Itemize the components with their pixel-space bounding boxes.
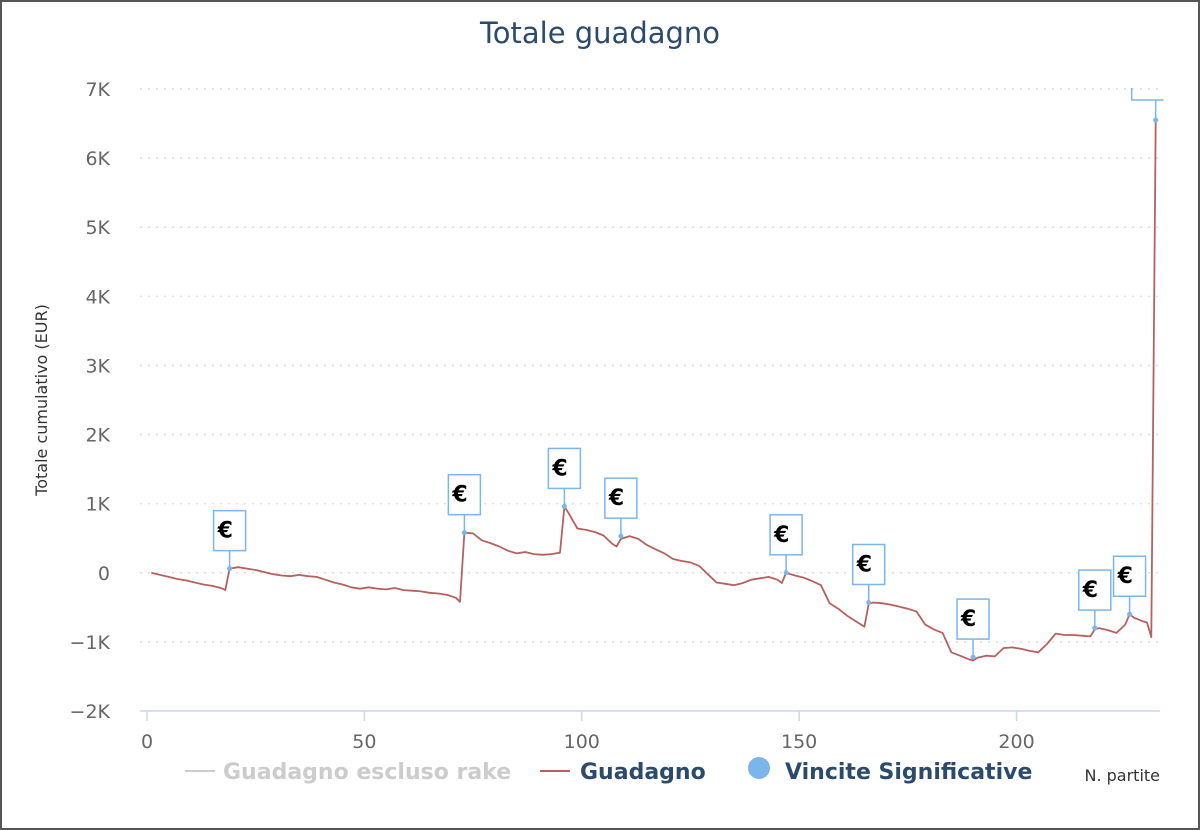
significant-win-flag[interactable]	[1130, 88, 1164, 123]
flag-box	[769, 514, 803, 556]
y-tick-label: −2K	[70, 701, 111, 723]
legend-rake-label: Guadagno escluso rake	[223, 760, 511, 785]
flag-box	[1112, 555, 1147, 597]
x-axis-ticks: 0 50 100 150 200	[141, 711, 1035, 753]
significant-win-point[interactable]	[1153, 117, 1159, 123]
flag-label: €	[608, 486, 624, 511]
y-axis-ticks: −2K −1K 0 1K 2K 3K 4K 5K 6K 7K	[70, 79, 111, 723]
legend-vincite-symbol	[748, 757, 770, 779]
significant-win-flag[interactable]: €	[956, 598, 990, 660]
flag-label: €	[773, 523, 789, 548]
significant-win-point[interactable]	[618, 533, 624, 539]
x-axis-label: N. partite	[1084, 766, 1160, 785]
y-tick-label: 4K	[85, 286, 110, 308]
y-tick-label: 3K	[85, 355, 110, 377]
flag-label: €	[551, 456, 567, 481]
flag-box	[604, 477, 638, 519]
flag-box	[851, 543, 886, 586]
y-tick-label: 2K	[85, 425, 110, 447]
legend-item-rake[interactable]: Guadagno escluso rake	[185, 760, 511, 785]
legend: Guadagno escluso rake Guadagno Vincite S…	[185, 757, 1032, 785]
significant-win-flag[interactable]: €	[1078, 569, 1112, 631]
significant-win-point[interactable]	[561, 503, 567, 509]
flag-label: €	[1117, 564, 1133, 589]
legend-item-guadagno[interactable]: Guadagno	[540, 760, 706, 785]
legend-guadagno-label: Guadagno	[580, 760, 706, 785]
chart-title: Totale guadagno	[479, 16, 720, 50]
significant-win-point[interactable]	[783, 570, 789, 576]
legend-vincite-label: Vincite Significative	[785, 760, 1032, 785]
significant-win-flag[interactable]: €	[769, 514, 803, 576]
significant-win-flag[interactable]: €	[851, 543, 886, 605]
y-tick-label: 1K	[85, 494, 110, 516]
significant-win-flag[interactable]: €	[212, 509, 247, 572]
y-tick-label: 0	[98, 563, 110, 585]
series-line-guadagno[interactable]	[151, 120, 1157, 662]
flag-label: €	[960, 607, 976, 632]
significant-win-point[interactable]	[461, 530, 467, 536]
legend-item-vincite[interactable]: Vincite Significative	[748, 757, 1032, 785]
flag-label: €	[217, 519, 233, 544]
flag-box	[1130, 88, 1164, 101]
significant-win-flag[interactable]: €	[1112, 555, 1147, 617]
flag-box	[956, 598, 990, 640]
flag-label: €	[451, 483, 467, 508]
flag-box	[1078, 569, 1112, 611]
significant-win-point[interactable]	[866, 599, 872, 605]
y-tick-label: −1K	[70, 632, 111, 654]
y-tick-label: 6K	[85, 148, 110, 170]
flag-box	[447, 473, 482, 516]
significant-win-flag[interactable]: €	[447, 473, 482, 536]
x-tick-label: 0	[141, 731, 153, 753]
flag-label: €	[1082, 578, 1098, 603]
x-tick-label: 200	[998, 731, 1034, 753]
y-axis-label: Totale cumulativo (EUR)	[32, 304, 51, 497]
significant-win-point[interactable]	[227, 566, 233, 572]
flag-label: €	[856, 552, 872, 577]
flag-box	[547, 447, 582, 490]
significant-win-flag[interactable]: €	[547, 447, 582, 509]
significant-win-point[interactable]	[1127, 611, 1133, 617]
x-tick-label: 50	[352, 731, 376, 753]
significant-win-point[interactable]	[970, 654, 976, 660]
y-tick-label: 5K	[85, 217, 110, 239]
x-tick-label: 150	[781, 731, 817, 753]
significant-win-point[interactable]	[1092, 625, 1098, 631]
flag-box	[212, 509, 247, 552]
series-group	[151, 120, 1157, 662]
y-grid	[140, 88, 1160, 643]
significant-wins-flags: € € € € € € € € €	[212, 88, 1164, 660]
significant-win-flag[interactable]: €	[604, 477, 638, 539]
x-tick-label: 100	[564, 731, 600, 753]
y-tick-label: 7K	[85, 79, 110, 101]
